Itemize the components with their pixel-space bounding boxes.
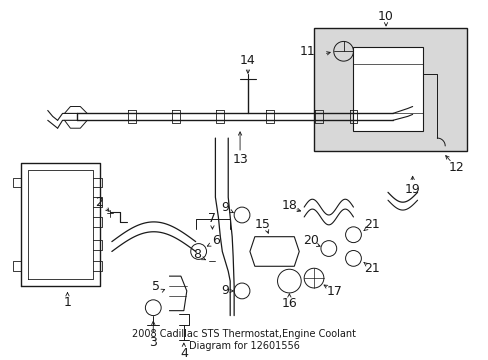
Text: 21: 21 [364, 262, 379, 275]
Text: 6: 6 [212, 234, 220, 247]
Text: 14: 14 [240, 54, 255, 67]
Text: 7: 7 [208, 212, 216, 225]
Text: 20: 20 [303, 234, 318, 247]
Text: 13: 13 [232, 153, 247, 166]
Text: 4: 4 [180, 347, 187, 360]
Text: 3: 3 [149, 336, 157, 349]
Text: 2: 2 [95, 196, 103, 209]
Text: 17: 17 [326, 285, 342, 298]
Text: 1: 1 [63, 296, 71, 309]
Text: 16: 16 [281, 297, 297, 310]
Text: 15: 15 [254, 219, 270, 231]
Bar [353, 47, 422, 131]
Text: 5: 5 [152, 279, 160, 293]
Text: 8: 8 [192, 248, 200, 261]
Text: 9: 9 [221, 284, 229, 297]
Text: 2008 Cadillac STS Thermostat,Engine Coolant
Diagram for 12601556: 2008 Cadillac STS Thermostat,Engine Cool… [132, 329, 355, 351]
Text: 19: 19 [404, 183, 420, 196]
Text: 21: 21 [364, 219, 379, 231]
Text: 18: 18 [281, 199, 297, 212]
Text: 9: 9 [221, 201, 229, 213]
Text: 12: 12 [448, 161, 464, 174]
FancyBboxPatch shape [313, 28, 466, 151]
Text: 10: 10 [377, 10, 393, 23]
Text: 11: 11 [299, 45, 314, 58]
